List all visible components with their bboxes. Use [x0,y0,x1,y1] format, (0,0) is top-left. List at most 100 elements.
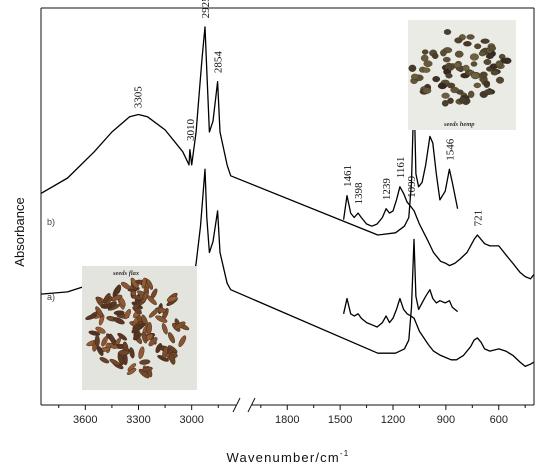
flax-seed [148,337,158,347]
flax-seed [99,357,110,364]
hemp-seed [454,37,463,44]
flax-seed [113,317,125,325]
hemp-seed [445,62,453,69]
hemp-seed [478,50,487,57]
hemp-seed [483,89,493,96]
flax-seed [141,291,149,303]
flax-seed [95,306,104,318]
flax-seed [141,366,153,372]
hemp-seed [487,45,497,52]
hemp-seed [454,50,464,58]
x-tick-label: 3000 [179,414,203,426]
hemp-seed [469,53,479,61]
hemp-seed [473,82,481,89]
hemp-seed [421,49,429,55]
flax-seed [139,359,151,365]
hemp-seed [485,53,494,60]
hemp-seed [437,82,447,90]
flax-seeds-photo: seeds flax [82,266,197,390]
hemp-seed [495,60,503,68]
peak-label-1099: 1099 [406,175,418,198]
series-b-segment-1 [40,26,459,236]
flax-seed [166,295,178,303]
hemp-seed [479,71,488,78]
flax-seed [131,295,144,301]
flax-seed [155,315,168,323]
peak-label-1461: 1461 [342,165,354,187]
hemp-seed [440,49,447,57]
x-tick-label: 1800 [275,414,299,426]
hemp-seed [432,75,441,83]
hemp-seed [462,64,470,72]
flax-seed [95,326,106,334]
flax-seed [155,343,163,354]
hemp-seed [443,29,452,35]
flax-seed [118,350,130,356]
flax-seed [167,332,176,344]
hemp-seed [410,73,419,80]
hemp-seed [483,59,492,66]
flax-seed [161,323,168,335]
hemp-seed [408,64,417,72]
x-axis-title-text: Wavenumber/cm [227,450,340,465]
flax-seed [162,346,169,359]
peak-label-1546: 1546 [444,138,456,161]
hemp-seed [490,70,499,76]
flax-seed [88,330,101,336]
hemp-photo-caption: seeds hemp [443,121,475,128]
hemp-seed [422,67,431,73]
flax-seed [114,284,122,295]
flax-seed [131,324,142,334]
flax-seed [146,321,152,335]
hemp-seed [441,100,449,107]
x-tick-label: 1200 [381,414,405,426]
hemp-seed [470,61,478,67]
flax-seed [138,346,145,359]
axis-break-mark-2 [247,397,256,413]
flax-seed [129,347,135,359]
flax-seed [168,352,176,365]
curve-label-b: b) [47,217,55,227]
axis-break-mark-1 [232,397,241,413]
hemp-seed [423,60,433,68]
peak-label-1239: 1239 [381,178,393,201]
curve-label-a: a) [47,292,55,302]
hemp-seed [431,53,439,60]
flax-photo-caption: seeds flax [112,270,140,277]
flax-seed [141,277,147,289]
x-axis-title: Wavenumber/cm-1 [227,449,350,465]
flax-seed-pile [85,277,190,379]
hemp-seed [468,90,475,98]
flax-seed [174,321,186,330]
peak-label-2925: 2925 [200,0,212,18]
hemp-seed [445,73,453,79]
hemp-seed [442,56,451,63]
y-axis-title: Absorbance [12,197,27,266]
flax-seed [103,293,111,304]
peak-label-3010: 3010 [185,119,197,142]
series-a-segment-2 [342,297,535,368]
x-axis: 3600 3300 3000 1800 1500 1200 900 600 [40,7,535,426]
peak-label-721: 721 [472,210,484,227]
hemp-seed [454,62,462,69]
hemp-seed [447,82,456,89]
series-b-segment-2 [342,186,535,280]
x-tick-label: 600 [490,414,508,426]
hemp-seed [441,92,450,99]
flax-seed [113,310,125,316]
peak-label-1161: 1161 [395,157,407,179]
flax-seed [117,332,128,341]
hemp-seed [470,72,480,80]
hemp-seed [474,43,482,50]
hemp-seed [480,38,490,44]
hemp-seed [466,34,475,40]
flax-seed [94,334,100,347]
flax-seed [123,309,132,320]
flax-seed [109,333,116,346]
hemp-seed-pile [408,29,512,107]
x-tick-label: 1500 [328,414,352,426]
peak-label-2854: 2854 [213,51,225,74]
hemp-seed [420,54,429,62]
flax-seed [120,281,131,290]
